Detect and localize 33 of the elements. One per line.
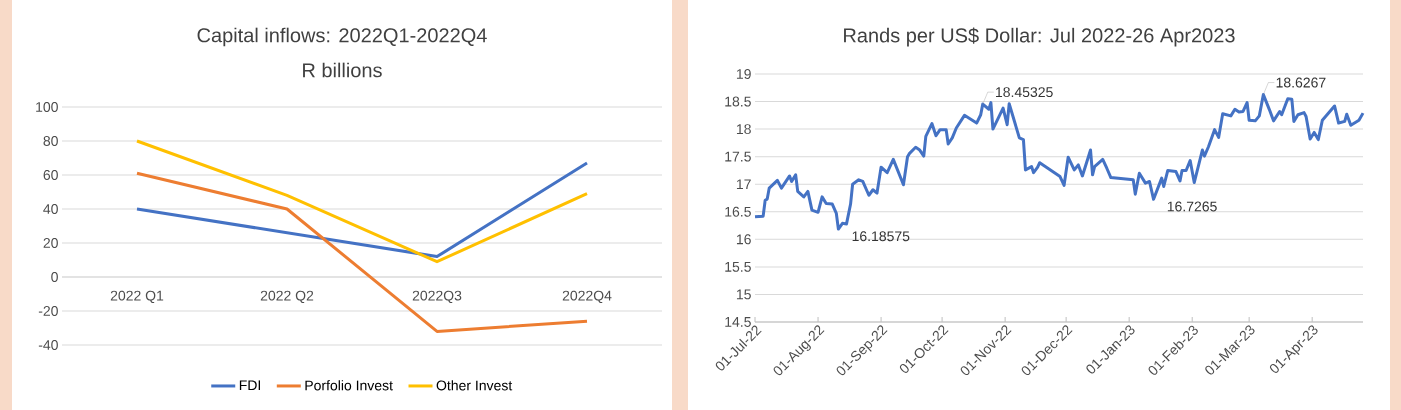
y-tick-label: 19 — [736, 69, 751, 79]
chart-subtitle: R billions — [303, 62, 382, 78]
y-tick-label: 14.5 — [725, 317, 751, 327]
y-tick-label: 17.5 — [725, 151, 751, 162]
chart-title: Capital inflows: 2022Q1-2022Q4 — [197, 27, 487, 47]
y-tick-label: 18 — [736, 124, 751, 135]
y-tick-label: 80 — [43, 136, 58, 146]
y-tick-label: 16.5 — [725, 206, 751, 217]
annotation: 18.45325 — [996, 87, 1053, 98]
y-tick-label: 15.5 — [725, 262, 751, 272]
annotation: 18.6267 — [1276, 77, 1326, 88]
y-tick-label: 15 — [736, 289, 751, 300]
y-tick-label: 100 — [36, 102, 58, 112]
x-tick-label: 2022 Q2 — [260, 290, 314, 304]
annotation: 16.7265 — [1167, 201, 1217, 212]
y-tick-label: 60 — [43, 170, 58, 180]
line-series — [135, 139, 589, 264]
y-tick-label: -20 — [38, 306, 58, 316]
y-tick-label: 17 — [736, 179, 751, 190]
x-tick-label: 2022Q4 — [562, 290, 612, 304]
x-tick-label: 2022 Q1 — [110, 290, 164, 304]
annotation: 16.18575 — [852, 231, 910, 242]
chart-title: Rands per US$ Dollar: Jul 2022-26 Apr2023 — [844, 27, 1235, 47]
y-tick-label: 0 — [51, 272, 58, 282]
y-tick-label: 40 — [43, 204, 58, 214]
legend-label: Other Invest — [436, 380, 513, 391]
legend-label: FDI — [239, 380, 261, 391]
y-tick-label: -40 — [38, 340, 58, 350]
legend-label: Porfolio Invest — [305, 380, 393, 391]
y-tick-label: 18.5 — [725, 96, 751, 107]
y-tick-label: 20 — [43, 238, 58, 248]
y-tick-label: 16 — [736, 234, 751, 245]
x-tick-label: 2022Q3 — [412, 290, 462, 304]
